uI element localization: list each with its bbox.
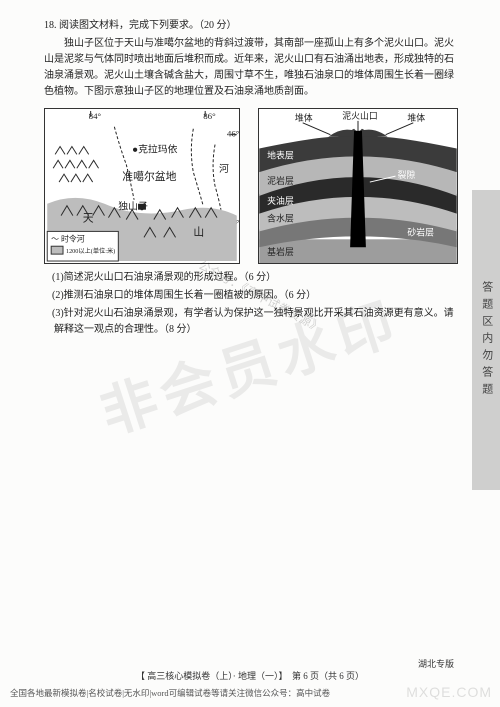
city-label: ●克拉玛依 — [132, 142, 178, 155]
side-strip: 答题区内勿答题 — [472, 190, 500, 490]
river-label: 河 — [219, 163, 229, 175]
layer-label: 含水层 — [267, 213, 294, 224]
subquestion-3: (3)针对泥火山石油泉涌景观，有学者认为保护这一独特景观比开采其石油资源更有意义… — [44, 306, 458, 338]
fracture-label: 裂隙 — [397, 169, 415, 180]
question-number: 18. — [44, 20, 57, 31]
map-legend: ～ 时令河 1200以上(单位:米) — [47, 231, 118, 261]
question-header: 18. 阅读图文材料，完成下列要求。（20 分） — [44, 18, 458, 34]
cone-label-right: 堆体 — [407, 112, 425, 123]
figures-row: 84° 86° 46° 44° — [44, 108, 458, 264]
cross-section-figure: 堆体 泥火山口 堆体 裂隙 — [258, 108, 458, 264]
subquestion-2: (2)推测石油泉口的堆体周围生长着一圈植被的原因。（6 分） — [44, 288, 458, 304]
layer-label: 地表层 — [267, 149, 294, 160]
svg-text:1200以上(单位:米): 1200以上(单位:米) — [66, 247, 115, 255]
watermark-big: 非会员水印 — [89, 277, 412, 458]
vent-label: 泥火山口 — [342, 111, 378, 121]
question-prompt: 阅读图文材料，完成下列要求。（20 分） — [59, 20, 237, 31]
layer-label: 基岩层 — [267, 246, 294, 257]
layer-label: 夹油层 — [267, 195, 294, 206]
mountain-label: 天 — [83, 213, 94, 225]
footer-right: 湖北专版 — [418, 657, 454, 671]
site-watermark: MXQE.COM — [406, 681, 492, 703]
layer-label: 泥岩层 — [267, 175, 294, 186]
footer-bottom-note: 全国各地最新模拟卷|名校试卷|无水印|word可编辑试卷等请关注微信公众号：高中… — [10, 687, 330, 701]
basin-label: 准噶尔盆地 — [122, 169, 176, 183]
cone-label-left: 堆体 — [295, 112, 313, 123]
svg-text:～ 时令河: ～ 时令河 — [51, 233, 85, 243]
subquestion-1: (1)简述泥火山口石油泉涌景观的形成过程。（6 分） — [44, 270, 458, 286]
exam-page: 18. 阅读图文材料，完成下列要求。（20 分） 独山子区位于天山与准噶尔盆地的… — [0, 0, 500, 707]
side-strip-text: 答题区内勿答题 — [477, 281, 495, 400]
map-figure: 84° 86° 46° 44° — [44, 108, 240, 264]
dushanzi-marker — [138, 204, 146, 210]
lat-label: 46° — [227, 129, 240, 139]
layer-label: 砂岩层 — [407, 226, 434, 237]
mountain-suffix: 山 — [193, 225, 204, 238]
passage-text: 独山子区位于天山与准噶尔盆地的背斜过渡带，其南部一座孤山上有多个泥火山口。泥火山… — [44, 36, 458, 100]
